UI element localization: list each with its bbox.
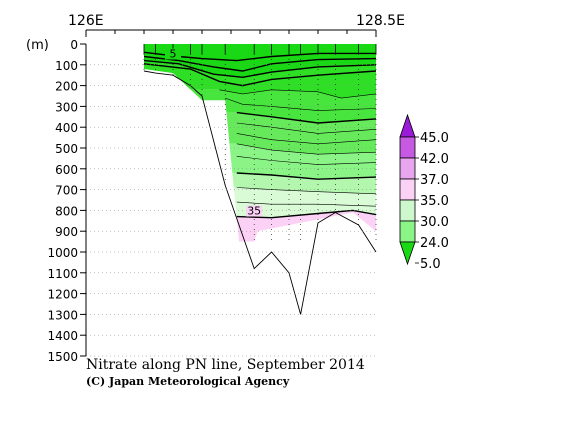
depth-gridlines <box>86 64 376 357</box>
y-tick-label-1100: 1100 <box>47 267 78 281</box>
y-tick-label-900: 900 <box>55 225 78 239</box>
contour-35 <box>236 209 376 219</box>
y-tick-label-700: 700 <box>55 184 78 198</box>
colorbar-label-6: 5.0 <box>420 257 441 272</box>
colorbar-segment-5 <box>399 220 416 243</box>
y-tick-label-1400: 1400 <box>47 329 78 343</box>
contour-label-35: 35 <box>246 205 263 218</box>
colorbar-label-2: 37.0 <box>420 173 449 188</box>
colorbar-label-4: 30.0 <box>420 215 449 230</box>
contour-33 <box>236 201 376 207</box>
contour-fill-layer <box>144 44 376 242</box>
colorbar-segment-1 <box>399 136 416 159</box>
y-tick-label-500: 500 <box>55 142 78 156</box>
colorbar-label-5: 24.0 <box>420 236 449 251</box>
y-tick-label-200: 200 <box>55 80 78 94</box>
contour-label-bg <box>165 48 181 60</box>
colorbar-segment-4 <box>399 199 416 222</box>
colorbar-label-3: 35.0 <box>420 194 449 209</box>
contour-label-text: 5 <box>170 47 177 60</box>
contour-15 <box>144 59 376 79</box>
x-label-right: 128.5E <box>356 13 405 29</box>
y-tick-label-300: 300 <box>55 100 78 114</box>
contour-26 <box>236 122 376 134</box>
y-tick-label-400: 400 <box>55 121 78 135</box>
y-tick-label-1300: 1300 <box>47 308 78 322</box>
contour-31 <box>236 187 376 195</box>
y-tick-label-1000: 1000 <box>47 246 78 260</box>
copyright-credit: (C) Japan Meteorological Agency <box>86 375 290 388</box>
y-unit-label: (m) <box>26 38 49 53</box>
contour-29 <box>236 156 376 165</box>
contour-label-text: 35 <box>247 205 261 218</box>
colorbar-segment-2 <box>399 157 416 180</box>
axes-layer: 126E 128.5E 0 100 200 300 400 500 600 700 800 900 10… <box>26 13 405 364</box>
contour-27 <box>236 133 376 145</box>
sea-bottom-line <box>143 70 377 315</box>
y-tick-label-800: 800 <box>55 204 78 218</box>
y-tick-label-600: 600 <box>55 163 78 177</box>
colorbar-label-1: 42.0 <box>420 152 449 167</box>
contour-28 <box>236 143 376 155</box>
fill-band-1 <box>144 60 376 99</box>
bottom-profile-layer <box>143 70 377 315</box>
y-tick-label-100: 100 <box>55 59 78 73</box>
y-tick-label-0: 0 <box>70 38 78 52</box>
colorbar-top-arrow <box>399 113 416 138</box>
colorbar: 45.0 42.0 37.0 35.0 30.0 24.0 5.0 <box>399 113 449 272</box>
y-tick-label-1200: 1200 <box>47 288 78 302</box>
colorbar-bottom-arrow <box>399 241 416 266</box>
x-label-left: 126E <box>68 13 104 29</box>
contour-24 <box>225 97 376 111</box>
contour-22 <box>219 89 376 99</box>
chart-title: Nitrate along PN line, September 2014 <box>86 357 365 373</box>
y-tick-label-1500: 1500 <box>47 350 78 364</box>
colorbar-label-0: 45.0 <box>420 131 449 146</box>
contour-label-bg <box>246 205 263 217</box>
colorbar-segment-3 <box>399 178 416 201</box>
fill-band-7 <box>144 210 376 242</box>
contour-label-5: 5 <box>165 47 181 60</box>
